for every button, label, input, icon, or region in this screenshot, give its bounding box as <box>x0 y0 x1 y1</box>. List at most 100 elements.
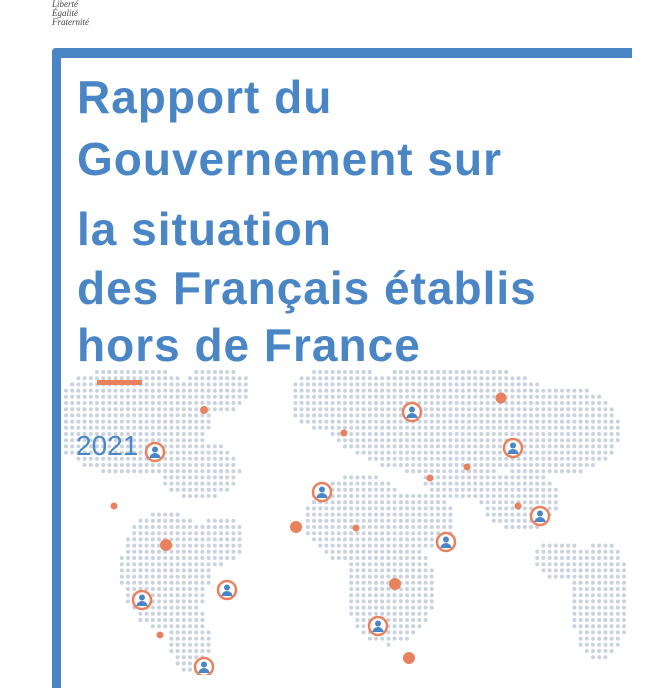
map-dot <box>454 419 459 424</box>
map-dot <box>82 388 87 393</box>
map-dot <box>113 407 118 412</box>
map-dot <box>219 394 223 399</box>
map-dot <box>386 525 391 529</box>
map-dot <box>479 469 484 474</box>
map-dot <box>150 432 155 436</box>
map-dot <box>560 463 564 467</box>
map-dot <box>491 494 496 498</box>
map-dot <box>578 630 583 635</box>
map-dot <box>361 568 366 573</box>
map-dot <box>398 425 403 430</box>
map-dot <box>374 438 378 443</box>
map-dot <box>299 376 304 381</box>
map-dot <box>485 370 490 374</box>
map-dot <box>361 450 366 455</box>
map-dot <box>188 407 192 412</box>
map-dot <box>572 580 577 585</box>
map-dot <box>529 425 533 430</box>
map-dot <box>225 469 230 474</box>
map-dot <box>175 413 180 418</box>
map-dot <box>200 624 205 629</box>
map-dot <box>615 568 620 573</box>
map-dot <box>398 618 403 622</box>
map-dot <box>175 475 180 480</box>
map-dot <box>219 407 223 412</box>
map-dot <box>448 376 453 381</box>
map-dot <box>126 568 130 573</box>
map-dot <box>119 401 124 405</box>
map-dot <box>491 518 496 523</box>
map-dot <box>150 618 155 622</box>
map-dot <box>367 562 372 567</box>
map-dot <box>597 618 602 622</box>
map-dot <box>188 661 192 666</box>
map-dot <box>206 543 211 548</box>
map-dot <box>175 407 180 412</box>
map-dot <box>622 618 626 622</box>
map-dot <box>64 432 68 436</box>
map-dot <box>597 611 602 616</box>
map-dot <box>206 370 211 374</box>
map-dot <box>181 456 186 461</box>
map-dot <box>169 531 174 536</box>
map-dot <box>398 587 403 591</box>
map-dot <box>417 562 422 567</box>
map-dot <box>126 593 130 598</box>
map-dot <box>150 438 155 443</box>
map-dot <box>188 636 192 641</box>
map-dot <box>405 624 409 629</box>
map-dot <box>510 469 515 474</box>
map-dot <box>405 580 409 585</box>
map-dot <box>82 450 87 455</box>
map-dot <box>615 624 620 629</box>
map-dot <box>454 469 459 474</box>
map-dot <box>603 580 608 585</box>
map-dot <box>367 413 372 418</box>
map-dot <box>479 444 484 449</box>
map-dot <box>312 525 316 529</box>
map-dot <box>194 636 199 641</box>
map-dot <box>324 525 329 529</box>
map-dot <box>547 407 552 412</box>
map-dot <box>386 587 391 591</box>
map-dot <box>560 568 564 573</box>
map-dot <box>460 444 465 449</box>
map-dot <box>367 388 372 393</box>
map-dot <box>138 543 143 548</box>
map-dot <box>473 370 478 374</box>
map-dot <box>429 518 434 523</box>
map-dot <box>330 401 335 405</box>
map-dot <box>82 376 87 381</box>
map-dot <box>206 475 211 480</box>
map-dot <box>126 438 130 443</box>
map-dot <box>113 388 118 393</box>
map-dot <box>398 512 403 517</box>
map-dot <box>95 456 99 461</box>
map-dot <box>572 450 577 455</box>
map-dot <box>591 450 595 455</box>
map-dot <box>547 388 552 393</box>
map-dot <box>392 413 397 418</box>
map-dot <box>132 580 137 585</box>
map-dot <box>157 425 161 430</box>
location-dot <box>463 463 471 471</box>
map-dot <box>423 481 428 486</box>
map-dot <box>212 475 217 480</box>
map-dot <box>206 494 211 498</box>
map-dot <box>132 568 137 573</box>
map-dot <box>188 562 192 567</box>
map-dot <box>498 382 502 387</box>
map-dot <box>473 413 478 418</box>
map-dot <box>231 531 236 536</box>
map-dot <box>374 580 378 585</box>
map-dot <box>609 587 614 591</box>
map-dot <box>516 518 521 523</box>
map-dot <box>423 413 428 418</box>
map-dot <box>603 642 608 647</box>
map-dot <box>194 537 199 542</box>
map-dot <box>175 618 180 622</box>
map-dot <box>113 413 118 418</box>
map-dot <box>473 407 478 412</box>
map-dot <box>206 549 211 554</box>
map-dot <box>417 388 422 393</box>
